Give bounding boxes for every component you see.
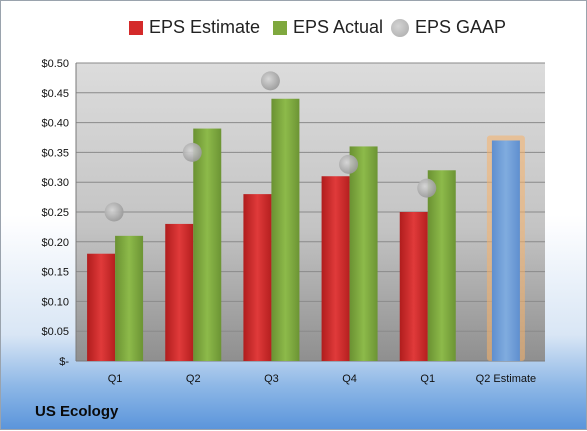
- point-eps-gaap: [417, 178, 437, 198]
- bar-eps-actual: [271, 98, 300, 361]
- bar-eps-actual: [115, 235, 144, 361]
- y-tick-label: $0.40: [41, 118, 69, 130]
- bar-eps-estimate: [399, 212, 428, 361]
- x-tick-label: Q1: [420, 373, 435, 385]
- bar-eps-actual: [349, 146, 378, 361]
- y-tick-label: $0.10: [41, 296, 69, 308]
- legend-swatch-actual: [273, 20, 287, 35]
- legend-swatch-gaap: [391, 18, 409, 37]
- legend-swatch-estimate: [129, 20, 143, 35]
- bar-eps-actual: [427, 170, 456, 361]
- y-tick-label: $0.30: [41, 177, 69, 189]
- point-eps-gaap: [104, 202, 124, 222]
- company-name: US Ecology: [35, 403, 119, 420]
- bar-eps-estimate: [321, 176, 350, 361]
- point-eps-gaap: [260, 71, 280, 91]
- bar-eps-estimate: [243, 194, 272, 361]
- legend-label-actual: EPS Actual: [293, 17, 384, 37]
- x-tick-label: Q2: [186, 373, 201, 385]
- legend-label-gaap: EPS GAAP: [415, 17, 507, 37]
- y-tick-label: $0.50: [41, 58, 69, 70]
- legend-item-gaap: EPS GAAP: [391, 17, 506, 38]
- bar-eps-estimate: [165, 223, 194, 361]
- y-tick-label: $-: [59, 356, 69, 368]
- point-eps-gaap: [182, 142, 202, 162]
- legend: EPS Estimate EPS Actual EPS GAAP: [1, 17, 586, 45]
- y-tick-label: $0.05: [41, 326, 69, 338]
- legend-label-estimate: EPS Estimate: [149, 17, 261, 37]
- x-tick-label: Q2 Estimate: [476, 373, 537, 385]
- x-tick-label: Q1: [108, 373, 123, 385]
- bar-eps-actual: [193, 128, 222, 361]
- y-tick-label: $0.25: [41, 207, 69, 219]
- point-eps-gaap: [339, 154, 359, 174]
- x-tick-label: Q3: [264, 373, 279, 385]
- bar-eps-estimate: [87, 253, 116, 361]
- legend-item-estimate: EPS Estimate: [129, 17, 260, 38]
- y-tick-label: $0.20: [41, 237, 69, 249]
- x-tick-label: Q4: [342, 373, 357, 385]
- y-tick-label: $0.45: [41, 88, 69, 100]
- bar-eps-projection: [491, 140, 520, 361]
- legend-item-actual: EPS Actual: [273, 17, 383, 38]
- y-tick-label: $0.15: [41, 267, 69, 279]
- y-tick-label: $0.35: [41, 147, 69, 159]
